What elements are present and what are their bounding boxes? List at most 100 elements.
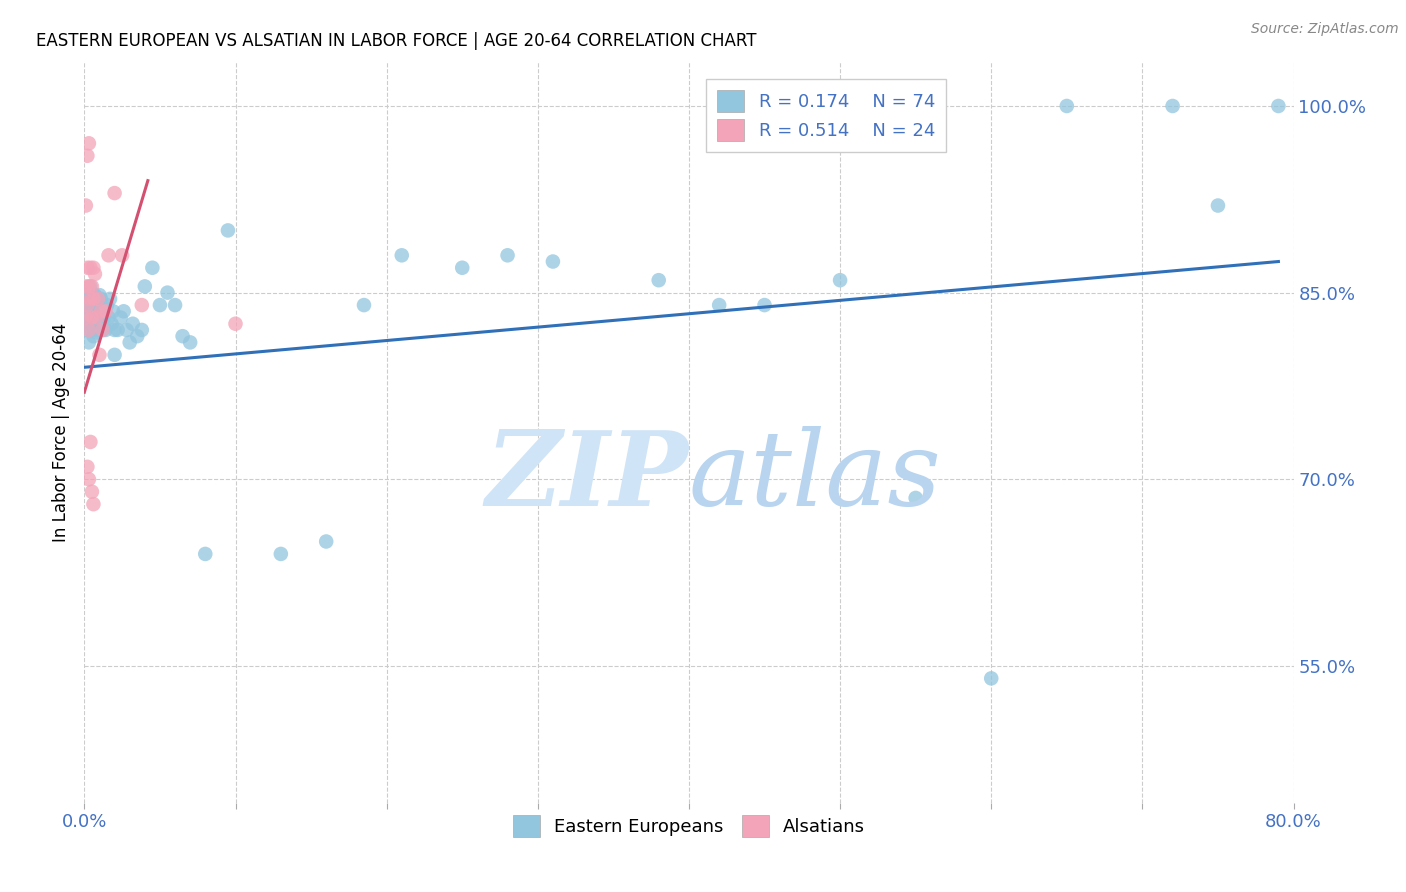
Point (77, 317, 100, 331)
Point (76, 459, 98, 474)
Point (90, 292, 112, 306)
Point (101, 304, 124, 318)
Point (1161, 99, 1184, 113)
Point (115, 323, 138, 337)
Point (82, 329, 104, 343)
Point (86, 326, 108, 340)
Point (77, 472, 100, 486)
Point (118, 335, 141, 350)
Point (131, 323, 153, 337)
Point (75, 298, 97, 312)
Point (315, 534, 337, 549)
Point (89, 323, 111, 337)
Point (76, 310, 98, 325)
Point (172, 329, 194, 343)
Point (104, 348, 127, 362)
Point (75, 310, 97, 325)
Point (75, 198, 97, 212)
Point (110, 310, 132, 325)
Point (121, 317, 143, 331)
Point (82, 497, 104, 511)
Text: EASTERN EUROPEAN VS ALSATIAN IN LABOR FORCE | AGE 20-64 CORRELATION CHART: EASTERN EUROPEAN VS ALSATIAN IN LABOR FO… (37, 32, 756, 50)
Point (76, 260, 98, 275)
Point (1267, 99, 1289, 113)
Point (80, 310, 103, 325)
Point (82, 292, 104, 306)
Point (87, 295, 110, 310)
Point (94, 304, 117, 318)
Point (93, 310, 115, 325)
Point (391, 248, 413, 262)
Y-axis label: In Labor Force | Age 20-64: In Labor Force | Age 20-64 (52, 323, 70, 542)
Point (84, 308, 107, 322)
Point (709, 298, 731, 312)
Point (82, 310, 104, 325)
Point (217, 223, 239, 237)
Point (225, 317, 247, 331)
Text: Source: ZipAtlas.com: Source: ZipAtlas.com (1251, 22, 1399, 37)
Point (111, 248, 134, 262)
Point (84, 267, 107, 281)
Point (107, 323, 129, 337)
Point (82, 292, 104, 306)
Point (86, 310, 108, 325)
Point (87, 317, 110, 331)
Point (96, 298, 118, 312)
Point (80, 279, 103, 293)
Point (451, 260, 474, 275)
Text: atlas: atlas (689, 426, 942, 528)
Point (82, 260, 104, 275)
Text: ZIP: ZIP (486, 426, 689, 528)
Point (90, 317, 112, 331)
Point (84, 288, 107, 302)
Point (75, 279, 97, 293)
Point (541, 254, 564, 268)
Point (134, 279, 156, 293)
Point (830, 273, 852, 287)
Point (648, 273, 671, 287)
Point (77, 136, 100, 151)
Point (100, 317, 122, 331)
Point (79, 292, 101, 306)
Point (79, 304, 101, 318)
Point (79, 279, 101, 293)
Point (91, 323, 114, 337)
Point (270, 547, 292, 561)
Point (97, 310, 120, 325)
Point (76, 298, 98, 312)
Point (86, 310, 108, 325)
Point (1056, 99, 1078, 113)
Point (86, 292, 108, 306)
Point (127, 329, 149, 343)
Point (179, 335, 201, 350)
Point (131, 298, 153, 312)
Point (496, 248, 519, 262)
Point (80, 484, 103, 499)
Point (80, 285, 103, 300)
Point (97, 248, 120, 262)
Point (76, 285, 98, 300)
Point (980, 672, 1002, 686)
Point (156, 285, 179, 300)
Point (89, 348, 111, 362)
Point (165, 298, 187, 312)
Point (75, 323, 97, 337)
Point (91, 323, 114, 337)
Point (80, 298, 103, 312)
Point (77, 292, 100, 306)
Point (77, 279, 100, 293)
Point (76, 149, 98, 163)
Point (87, 292, 110, 306)
Point (141, 260, 163, 275)
Point (89, 288, 111, 302)
Point (754, 298, 776, 312)
Point (77, 335, 100, 350)
Point (90, 304, 112, 318)
Point (79, 323, 101, 337)
Point (1206, 198, 1229, 212)
Point (104, 186, 127, 200)
Point (94, 323, 117, 337)
Point (79, 260, 101, 275)
Point (112, 304, 135, 318)
Point (98, 292, 121, 306)
